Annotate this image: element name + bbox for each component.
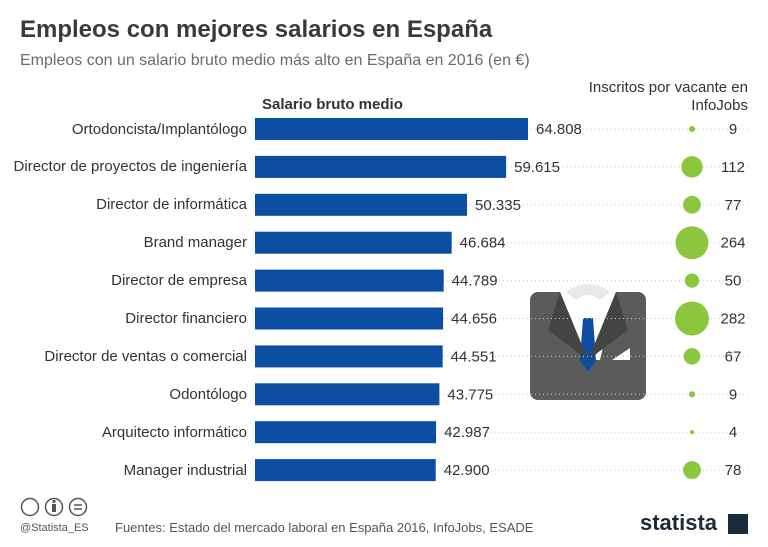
bubble bbox=[683, 195, 701, 214]
bubble-label: 78 bbox=[725, 462, 742, 479]
value-label: 46.684 bbox=[460, 235, 506, 252]
plot: 64.808 9 59.615 112 50.335 77 46.684 264 44.789 5… bbox=[255, 118, 748, 482]
bar bbox=[255, 155, 507, 178]
bubble bbox=[675, 226, 709, 260]
bar-header: Salario bruto medio bbox=[262, 96, 403, 113]
bubble bbox=[688, 391, 696, 398]
bubble-label: 77 bbox=[725, 197, 742, 214]
bubble-label: 282 bbox=[720, 310, 745, 327]
license-icons bbox=[20, 497, 100, 522]
bubble-header: Inscritos por vacante en InfoJobs bbox=[588, 79, 748, 114]
bar bbox=[255, 459, 436, 482]
bubble-label: 264 bbox=[720, 235, 745, 252]
bar bbox=[255, 345, 443, 368]
category-label: Odontólogo bbox=[169, 385, 247, 403]
value-label: 50.335 bbox=[475, 197, 521, 214]
category-label: Manager industrial bbox=[123, 461, 247, 479]
category-label: Director financiero bbox=[125, 310, 247, 327]
footer-source: Fuentes: Estado del mercado laboral en E… bbox=[115, 520, 534, 535]
bubble bbox=[689, 430, 695, 435]
bubble-label: 112 bbox=[721, 159, 745, 176]
chart-title: Empleos con mejores salarios en España bbox=[20, 16, 493, 43]
brand: statista bbox=[640, 510, 718, 535]
bar bbox=[255, 269, 444, 292]
category-label: Arquitecto informático bbox=[101, 423, 247, 441]
category-label: Director de proyectos de ingeniería bbox=[13, 158, 247, 176]
bubble-label: 67 bbox=[725, 348, 742, 365]
category-label: Brand manager bbox=[143, 234, 247, 252]
value-label: 44.551 bbox=[451, 348, 497, 365]
value-label: 64.808 bbox=[536, 121, 582, 138]
value-label: 42.900 bbox=[444, 462, 490, 479]
bar bbox=[255, 193, 468, 216]
category-label: Director de ventas o comercial bbox=[44, 347, 247, 365]
chart-subtitle: Empleos con un salario bruto medio más a… bbox=[20, 52, 530, 69]
bubble bbox=[688, 125, 696, 133]
bubble-label: 4 bbox=[729, 424, 737, 441]
suit-illustration bbox=[530, 284, 646, 400]
cc-icons bbox=[20, 497, 88, 517]
bubble bbox=[683, 348, 701, 365]
bar bbox=[255, 231, 452, 254]
bar bbox=[255, 421, 437, 444]
bar bbox=[255, 118, 528, 140]
category-label: Director de empresa bbox=[111, 272, 247, 290]
bubble bbox=[675, 301, 709, 336]
value-label: 43.775 bbox=[447, 386, 493, 403]
category-label: Director de informática bbox=[96, 196, 247, 214]
value-label: 42.987 bbox=[444, 424, 490, 441]
bar bbox=[255, 383, 440, 406]
value-label: 59.615 bbox=[514, 159, 560, 176]
brand-icon bbox=[728, 514, 748, 534]
bubble-label: 50 bbox=[725, 273, 742, 290]
bar bbox=[255, 307, 444, 330]
bubble bbox=[681, 156, 703, 178]
value-label: 44.656 bbox=[451, 310, 497, 327]
bubble bbox=[684, 273, 700, 288]
value-label: 44.789 bbox=[452, 273, 498, 290]
bubble-label: 9 bbox=[729, 121, 737, 138]
footer-handle: @Statista_ES bbox=[20, 522, 89, 534]
bubble bbox=[683, 461, 701, 480]
category-label: Ortodoncista/Implantólogo bbox=[71, 120, 247, 138]
bubble-label: 9 bbox=[729, 386, 737, 403]
